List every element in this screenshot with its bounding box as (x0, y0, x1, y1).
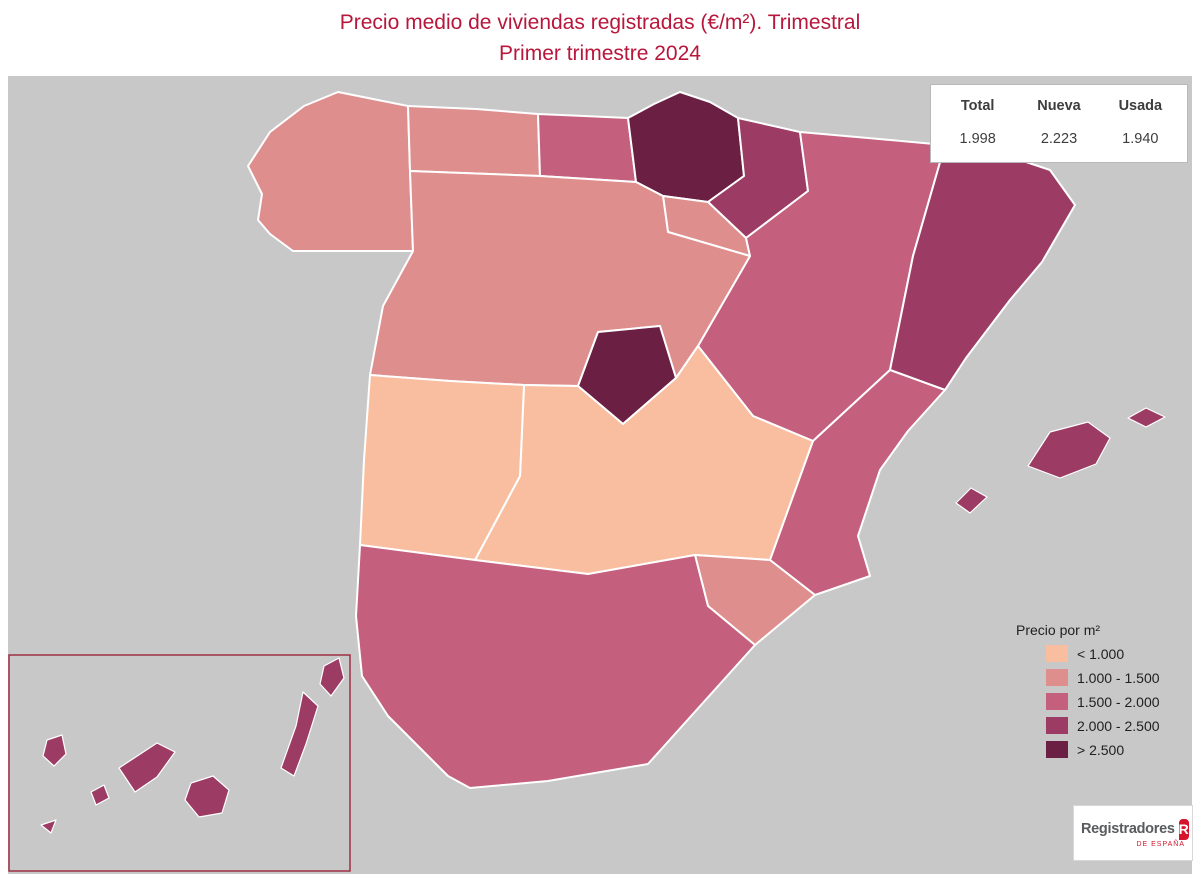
legend-label-bucket2: 1.000 - 1.500 (1077, 669, 1160, 686)
region-cantabria[interactable] (537, 113, 637, 183)
summary-value-usada: 1.940 (1122, 131, 1159, 147)
legend-label-bucket3: 1.500 - 2.000 (1077, 693, 1160, 710)
legend-swatch-bucket3 (1046, 693, 1068, 710)
legend-item: < 1.000 (1046, 645, 1160, 662)
logo-row: Registradores R (1081, 818, 1189, 840)
chart-title: Precio medio de viviendas registradas (€… (0, 0, 1200, 76)
island-gran-canaria[interactable] (184, 775, 230, 818)
island-la-palma[interactable] (42, 734, 67, 767)
legend-swatch-bucket2 (1046, 669, 1068, 686)
logo-text: Registradores (1081, 821, 1175, 837)
region-asturias[interactable] (407, 105, 541, 177)
island-tenerife[interactable] (118, 742, 176, 793)
region-galicia[interactable] (247, 91, 414, 252)
region-canarias[interactable] (40, 657, 345, 834)
spain-choropleth-map (8, 91, 1166, 872)
legend: Precio por m² < 1.000 1.000 - 1.500 1.50… (1016, 622, 1160, 758)
legend-label-bucket5: > 2.500 (1077, 741, 1125, 758)
canary-inset-box (8, 654, 351, 872)
map-panel: Total Nueva Usada 1.998 2.223 1.940 Prec… (8, 76, 1192, 874)
summary-value-nueva: 2.223 (1040, 131, 1078, 147)
legend-item: 1.500 - 2.000 (1046, 693, 1160, 710)
summary-value-total: 1.998 (959, 131, 996, 147)
chart-title-line1: Precio medio de viviendas registradas (€… (339, 11, 861, 34)
logo-subtext: DE ESPAÑA (1136, 840, 1185, 848)
region-pais-vasco[interactable] (627, 91, 745, 203)
summary-header-usada: Usada (1118, 98, 1163, 114)
region-valencia[interactable] (769, 369, 946, 596)
legend-swatch-bucket4 (1046, 717, 1068, 734)
legend-item: 1.000 - 1.500 (1046, 669, 1160, 686)
legend-swatch-bucket5 (1046, 741, 1068, 758)
legend-item: 2.000 - 2.500 (1046, 717, 1160, 734)
region-cataluna[interactable] (889, 144, 1076, 391)
summary-header-nueva: Nueva (1037, 98, 1081, 114)
legend-label-bucket4: 2.000 - 2.500 (1077, 717, 1160, 734)
legend-title: Precio por m² (1016, 622, 1101, 638)
region-extremadura[interactable] (359, 374, 525, 561)
legend-item: > 2.500 (1046, 741, 1160, 758)
logo-registradores: Registradores R DE ESPAÑA (1074, 806, 1192, 860)
island-ibiza[interactable] (955, 487, 988, 514)
legend-label-bucket1: < 1.000 (1077, 645, 1125, 662)
registradores-r-icon: R (1178, 818, 1189, 840)
island-lanzarote[interactable] (319, 657, 345, 697)
island-la-gomera[interactable] (90, 784, 110, 806)
region-andalucia[interactable] (355, 544, 756, 789)
island-fuerteventura[interactable] (280, 691, 319, 777)
summary-table: Total Nueva Usada 1.998 2.223 1.940 (930, 84, 1188, 163)
legend-swatch-bucket1 (1046, 645, 1068, 662)
island-el-hierro[interactable] (40, 819, 57, 834)
region-baleares[interactable] (955, 407, 1166, 514)
summary-header-total: Total (960, 98, 995, 114)
island-mallorca[interactable] (1027, 421, 1111, 479)
island-menorca[interactable] (1127, 407, 1166, 428)
chart-title-line2: Primer trimestre 2024 (499, 42, 701, 65)
